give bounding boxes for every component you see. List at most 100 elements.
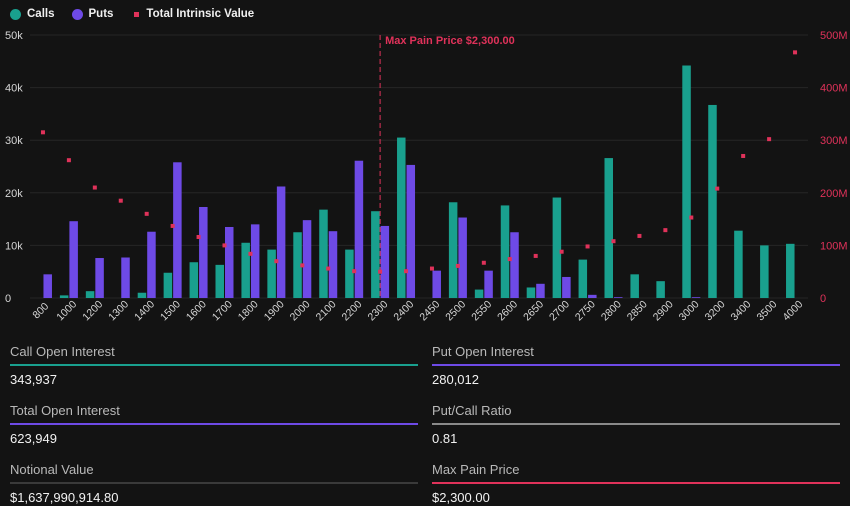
call-bar xyxy=(630,274,639,298)
x-tick-label: 2450 xyxy=(417,298,442,323)
intrinsic-point xyxy=(715,186,720,191)
put-bar xyxy=(484,270,493,298)
x-tick-label: 3400 xyxy=(729,298,754,323)
intrinsic-point xyxy=(481,260,486,265)
y2-tick-label: 300M xyxy=(820,135,848,147)
put-bar xyxy=(458,217,467,298)
put-bar xyxy=(614,297,623,298)
call-bar xyxy=(371,211,380,298)
put-bar xyxy=(562,276,571,298)
stat-underline xyxy=(432,423,840,425)
call-bar xyxy=(656,281,665,298)
call-bar xyxy=(526,287,536,298)
intrinsic-point xyxy=(274,259,279,264)
x-tick-label: 2500 xyxy=(443,298,468,323)
x-tick-label: 1400 xyxy=(132,298,157,323)
put-bar xyxy=(510,232,519,298)
intrinsic-point xyxy=(92,185,97,190)
x-tick-label: 1500 xyxy=(158,298,183,323)
put-bar xyxy=(95,258,104,298)
call-bar xyxy=(345,249,354,298)
intrinsic-point xyxy=(611,239,616,244)
stat-underline xyxy=(432,482,840,484)
stat-max-pain-price: Max Pain Price $2,300.00 xyxy=(432,461,840,506)
call-bar xyxy=(682,65,691,299)
x-tick-label: 2700 xyxy=(547,298,572,323)
call-bar xyxy=(552,197,562,298)
x-tick-label: 2100 xyxy=(314,298,339,323)
call-bar xyxy=(163,272,173,298)
stat-label: Total Open Interest xyxy=(10,403,120,418)
stat-label: Put/Call Ratio xyxy=(432,403,512,418)
stat-label: Notional Value xyxy=(10,462,94,477)
put-bar xyxy=(199,207,208,298)
legend-item-intrinsic[interactable]: Total Intrinsic Value xyxy=(130,8,254,20)
put-bar xyxy=(43,274,52,298)
legend-item-calls[interactable]: Calls xyxy=(10,8,55,20)
x-tick-label: 3000 xyxy=(677,298,702,323)
intrinsic-point xyxy=(455,263,460,268)
x-tick-label: 1900 xyxy=(262,298,287,323)
call-bar xyxy=(448,202,458,298)
x-tick-label: 2900 xyxy=(651,298,676,323)
max-pain-annotation: Max Pain Price $2,300.00 xyxy=(385,35,515,47)
put-bar xyxy=(173,162,182,298)
call-bar xyxy=(215,264,224,298)
call-bar xyxy=(241,242,250,298)
y2-tick-label: 100M xyxy=(820,240,848,252)
x-tick-label: 1800 xyxy=(236,298,261,323)
y-tick-label: 20k xyxy=(5,188,23,200)
intrinsic-point xyxy=(170,223,175,228)
stat-underline xyxy=(10,423,418,425)
intrinsic-point xyxy=(118,198,123,203)
chart-legend: Calls Puts Total Intrinsic Value xyxy=(10,6,271,22)
x-tick-label: 800 xyxy=(30,300,51,321)
put-bar xyxy=(380,225,390,298)
put-bar xyxy=(536,283,545,298)
stat-label: Max Pain Price xyxy=(432,462,520,477)
put-bar xyxy=(406,164,416,298)
intrinsic-point xyxy=(533,253,538,258)
y2-tick-label: 200M xyxy=(820,188,848,200)
put-bar xyxy=(121,257,130,298)
x-tick-label: 1700 xyxy=(210,298,235,323)
legend-item-puts[interactable]: Puts xyxy=(71,8,113,20)
stat-underline xyxy=(10,364,418,366)
x-tick-label: 2400 xyxy=(391,298,416,323)
call-bar xyxy=(319,209,328,298)
put-bar xyxy=(250,224,260,298)
stat-total-open-interest: Total Open Interest 623,949 xyxy=(10,402,418,447)
put-bar xyxy=(691,297,701,298)
x-tick-label: 3200 xyxy=(703,298,728,323)
x-tick-label: 1000 xyxy=(54,298,79,323)
x-tick-label: 2850 xyxy=(625,298,650,323)
intrinsic-point xyxy=(767,137,772,142)
intrinsic-point xyxy=(585,244,590,249)
intrinsic-point xyxy=(300,263,305,268)
x-tick-label: 1600 xyxy=(184,298,209,323)
calls-swatch-icon xyxy=(10,8,21,20)
intrinsic-point xyxy=(40,130,45,135)
x-tick-label: 2200 xyxy=(340,298,365,323)
legend-label-intrinsic: Total Intrinsic Value xyxy=(146,8,255,20)
call-bar xyxy=(267,249,276,298)
put-bar xyxy=(225,226,234,298)
intrinsic-point xyxy=(326,266,331,271)
x-tick-label: 2650 xyxy=(521,298,546,323)
intrinsic-point xyxy=(429,266,434,271)
call-bar xyxy=(708,104,717,298)
call-bar xyxy=(137,292,147,298)
y2-tick-label: 400M xyxy=(820,83,848,95)
open-interest-chart: 0 10k 20k 30k 40k 50k 0 100M 200M 300M 400M 500M Max… xyxy=(5,30,848,323)
y2-tick-label: 0 xyxy=(820,293,826,305)
stat-put-call-ratio: Put/Call Ratio 0.81 xyxy=(432,402,840,447)
y-tick-label: 50k xyxy=(5,30,23,42)
call-bar xyxy=(85,291,95,298)
call-bar xyxy=(397,137,406,298)
put-bar xyxy=(147,231,156,298)
stat-notional-value: Notional Value $1,637,990,914.80 xyxy=(10,461,418,506)
stat-put-open-interest: Put Open Interest 280,012 xyxy=(432,343,840,388)
intrinsic-point xyxy=(663,228,668,233)
call-bar xyxy=(734,230,743,298)
stat-value: $2,300.00 xyxy=(432,490,490,505)
